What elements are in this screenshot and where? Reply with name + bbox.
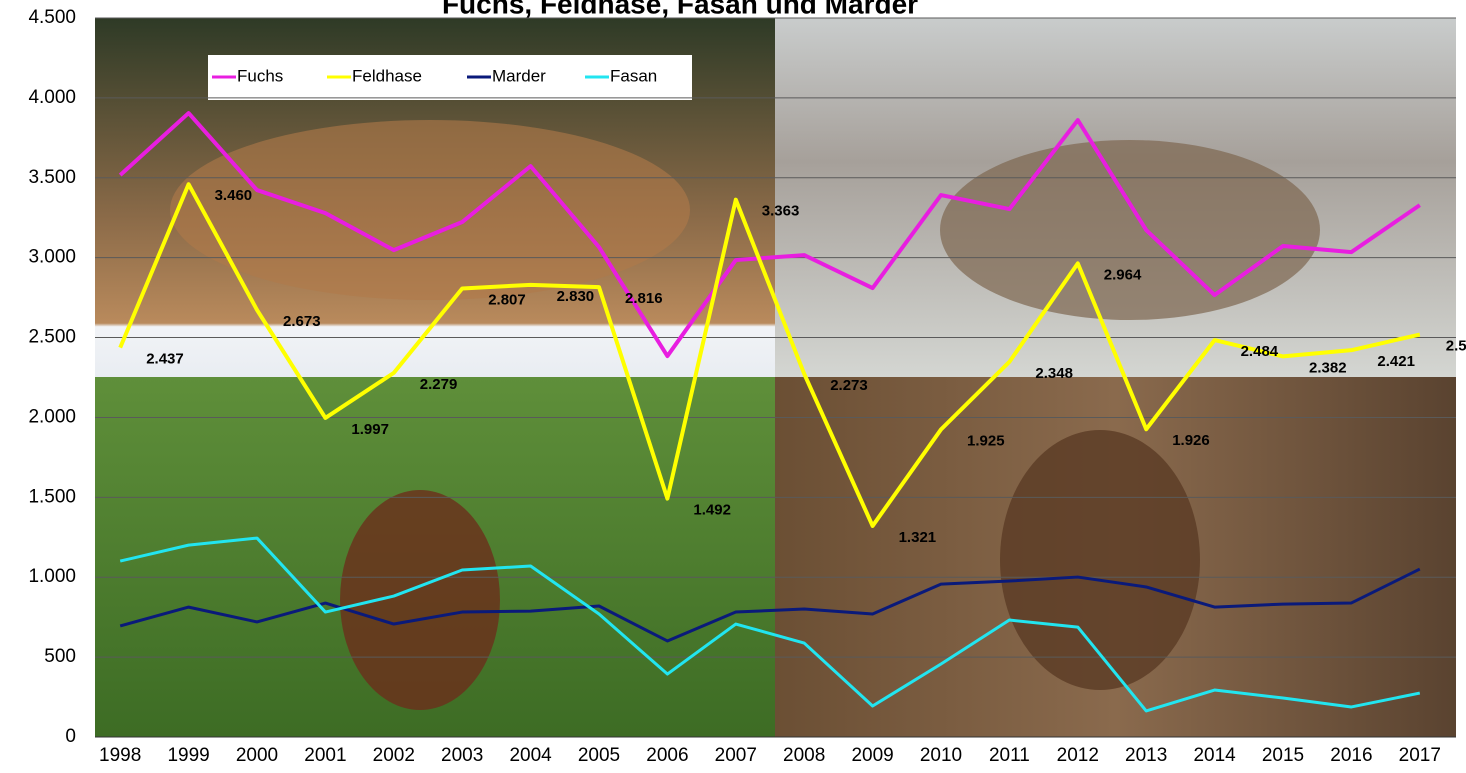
value-label: 2.964 bbox=[1104, 266, 1142, 283]
x-tick-label: 2003 bbox=[441, 745, 483, 766]
value-label: 2.273 bbox=[830, 377, 868, 394]
value-label: 2.279 bbox=[420, 376, 458, 393]
x-tick-label: 2004 bbox=[509, 745, 552, 766]
photo-marten-shape bbox=[1000, 430, 1200, 690]
legend-label: Marder bbox=[492, 66, 546, 85]
x-tick-label: 2001 bbox=[304, 745, 346, 766]
value-label: 3.460 bbox=[215, 187, 253, 204]
x-tick-label: 2000 bbox=[236, 745, 278, 766]
photo-pheasant-shape bbox=[340, 490, 500, 710]
y-tick-label: 3.500 bbox=[28, 167, 76, 188]
value-label: 2.673 bbox=[283, 313, 321, 330]
value-label: 2.382 bbox=[1309, 359, 1347, 376]
x-tick-label: 2014 bbox=[1193, 745, 1236, 766]
x-tick-label: 2013 bbox=[1125, 745, 1167, 766]
x-tick-label: 2015 bbox=[1262, 745, 1304, 766]
y-tick-label: 500 bbox=[44, 646, 76, 667]
value-label: 1.492 bbox=[693, 502, 731, 519]
legend-label: Fasan bbox=[610, 66, 657, 85]
legend: Fuchs Feldhase Marder Fasan bbox=[208, 55, 692, 100]
value-label: 1.997 bbox=[351, 421, 389, 438]
x-tick-label: 2010 bbox=[920, 745, 962, 766]
x-tick-label: 1998 bbox=[99, 745, 141, 766]
x-tick-label: 2009 bbox=[851, 745, 893, 766]
value-label: 2.807 bbox=[488, 291, 526, 308]
chart-title: Fuchs, Feldhase, Fasan und Marder bbox=[442, 0, 918, 19]
value-label: 2.484 bbox=[1241, 343, 1279, 360]
y-tick-label: 3.000 bbox=[28, 247, 76, 268]
value-label: 1.926 bbox=[1172, 432, 1210, 449]
legend-label: Feldhase bbox=[352, 66, 422, 85]
y-tick-label: 4.000 bbox=[28, 87, 76, 108]
value-label: 2.421 bbox=[1377, 353, 1415, 370]
x-tick-label: 1999 bbox=[167, 745, 209, 766]
y-tick-label: 1.000 bbox=[28, 566, 76, 587]
y-tick-label: 4.500 bbox=[28, 7, 76, 28]
legend-label: Fuchs bbox=[237, 66, 283, 85]
value-label: 3.363 bbox=[762, 203, 800, 220]
y-tick-label: 1.500 bbox=[28, 486, 76, 507]
y-tick-label: 2.000 bbox=[28, 406, 76, 427]
x-tick-label: 2011 bbox=[989, 745, 1030, 766]
value-label: 1.321 bbox=[899, 529, 937, 546]
x-tick-label: 2008 bbox=[783, 745, 825, 766]
chart: Fuchs, Feldhase, Fasan und Marder FuchsF… bbox=[0, 0, 1466, 773]
y-tick-label: 2.500 bbox=[28, 327, 76, 348]
value-label: 1.925 bbox=[967, 432, 1005, 449]
y-tick-label: 0 bbox=[65, 726, 76, 747]
photo-hare-shape bbox=[940, 140, 1320, 320]
value-label: 2.816 bbox=[625, 290, 663, 307]
value-label: 2.830 bbox=[557, 288, 595, 305]
x-tick-label: 2005 bbox=[578, 745, 620, 766]
x-tick-label: 2012 bbox=[1057, 745, 1099, 766]
value-label: 2.437 bbox=[146, 351, 184, 368]
value-label: 2.348 bbox=[1035, 365, 1073, 382]
x-tick-label: 2017 bbox=[1399, 745, 1441, 766]
x-tick-label: 2007 bbox=[715, 745, 757, 766]
x-tick-label: 2006 bbox=[646, 745, 688, 766]
x-tick-label: 2002 bbox=[373, 745, 415, 766]
photo-fox-shape bbox=[170, 120, 690, 300]
x-tick-label: 2016 bbox=[1330, 745, 1372, 766]
value-label: 2.519 bbox=[1446, 337, 1466, 354]
